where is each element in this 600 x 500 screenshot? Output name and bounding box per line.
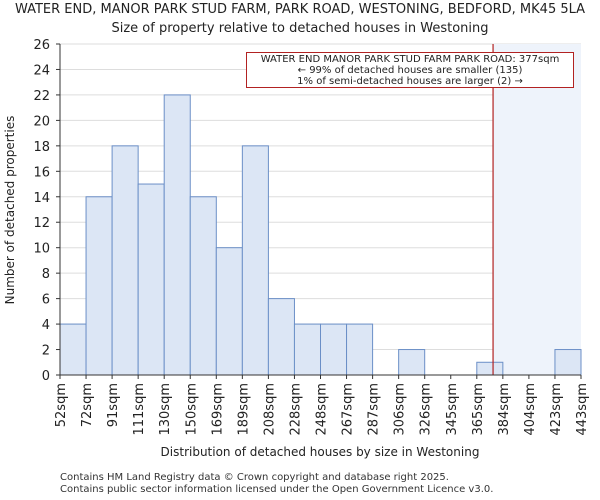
- y-tick-label: 0: [42, 369, 50, 384]
- bars-layer: [59, 44, 582, 376]
- x-tick-label: 326sqm: [419, 383, 434, 436]
- bar: [85, 196, 113, 376]
- bar: [163, 94, 191, 376]
- x-tick-label: 404sqm: [523, 383, 538, 436]
- x-tick-label: 365sqm: [471, 383, 486, 436]
- bar: [111, 145, 139, 376]
- y-tick-label: 24: [33, 63, 50, 78]
- x-tick-labels: 52sqm 72sqm 91sqm 111sqm 130sqm 150sqm 169sqm 1…: [54, 375, 590, 436]
- y-tick-label: 4: [42, 318, 50, 333]
- bar: [293, 323, 322, 376]
- x-tick-label: 423sqm: [549, 383, 564, 436]
- x-tick-label: 443sqm: [575, 383, 590, 436]
- x-tick-label: 111sqm: [132, 383, 147, 436]
- footer-line-1: Contains HM Land Registry data © Crown c…: [60, 472, 449, 483]
- y-tick-label: 20: [33, 114, 50, 129]
- x-tick-label: 267sqm: [341, 383, 356, 436]
- y-tick-label: 16: [33, 165, 50, 180]
- x-tick-label: 306sqm: [393, 383, 408, 436]
- bar: [241, 145, 269, 376]
- x-tick-label: 130sqm: [158, 383, 173, 436]
- y-tick-label: 12: [33, 216, 50, 231]
- x-tick-label: 169sqm: [210, 383, 225, 436]
- bar: [320, 323, 348, 376]
- chart-title: WATER END, MANOR PARK STUD FARM, PARK RO…: [14, 2, 586, 17]
- bar: [476, 361, 504, 376]
- x-tick-label: 228sqm: [288, 383, 303, 436]
- x-tick-label: 248sqm: [315, 383, 330, 436]
- y-axis-label: Number of detached properties: [3, 116, 17, 305]
- y-tick-label: 10: [33, 242, 50, 257]
- footer-line-2: Contains public sector information licen…: [60, 484, 494, 495]
- bar: [59, 323, 87, 376]
- annotation-line-2: ← 99% of detached houses are smaller (13…: [297, 65, 523, 76]
- y-tick-label: 6: [42, 293, 50, 308]
- y-tick-label: 14: [33, 191, 50, 206]
- bar: [267, 298, 295, 376]
- annotation-line-1: WATER END MANOR PARK STUD FARM PARK ROAD…: [260, 54, 560, 65]
- y-tick-label: 8: [42, 267, 50, 282]
- bar: [346, 323, 374, 376]
- x-tick-label: 91sqm: [106, 383, 121, 427]
- x-tick-label: 287sqm: [367, 383, 382, 436]
- chart-subtitle: Size of property relative to detached ho…: [111, 21, 489, 36]
- x-tick-label: 384sqm: [497, 383, 512, 436]
- x-tick-label: 345sqm: [445, 383, 460, 436]
- x-axis-label: Distribution of detached houses by size …: [161, 445, 480, 459]
- y-tick-label: 2: [42, 344, 50, 359]
- highlight-layer: [493, 44, 581, 375]
- x-tick-label: 150sqm: [184, 383, 199, 436]
- annotation-box: WATER END MANOR PARK STUD FARM PARK ROAD…: [246, 52, 574, 88]
- x-tick-label: 72sqm: [80, 383, 95, 427]
- highlight-region: [493, 44, 581, 375]
- bar: [398, 349, 426, 376]
- y-tick-label: 18: [33, 140, 50, 155]
- x-tick-label: 52sqm: [54, 383, 69, 427]
- annotation-line-3: 1% of semi-detached houses are larger (2…: [297, 76, 523, 87]
- y-tick-label: 26: [33, 38, 50, 53]
- x-tick-label: 189sqm: [236, 383, 251, 436]
- bar: [189, 196, 217, 376]
- x-tick-label: 208sqm: [262, 383, 277, 436]
- bar: [137, 183, 165, 376]
- bar: [554, 349, 582, 376]
- bar: [215, 247, 243, 376]
- y-tick-label: 22: [33, 89, 50, 104]
